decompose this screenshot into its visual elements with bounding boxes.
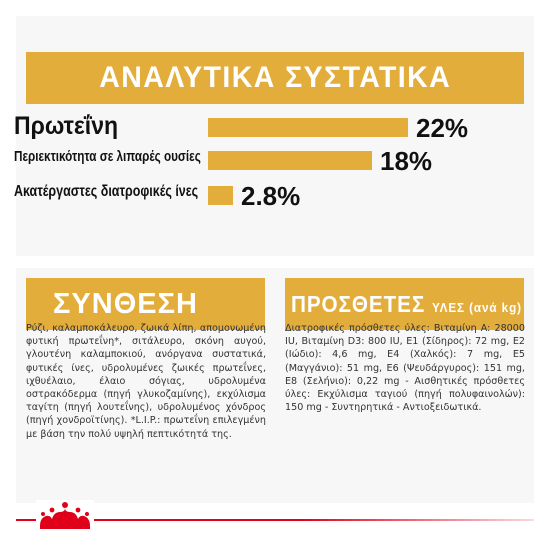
composition-title-bar: ΣΥΝΘΕΣΗ [26, 278, 265, 330]
fat-label: Περιεκτικότητα σε λιπαρές ουσίες [14, 148, 201, 165]
brand-line [16, 519, 534, 521]
fiber-bar [208, 186, 233, 205]
composition-text: Ρύζι, καλαμποκάλευρο, ζωικά λίπη, απομον… [26, 323, 266, 440]
additives-title-bar: ΠΡΟΣΘΕΤΕΣ ΥΛΕΣ (ανά kg) [285, 278, 524, 330]
protein-bar [208, 118, 408, 137]
protein-value: 22% [416, 113, 469, 143]
analytical-title: ΑΝΑΛΥΤΙΚΑ ΣΥΣΤΑΤΙΚΑ [99, 61, 451, 94]
fiber-label: Ακατέργαστες διατροφικές ίνες [14, 183, 199, 200]
crown-icon [40, 502, 90, 529]
composition-card: ΣΥΝΘΕΣΗ Ρύζι, καλαμποκάλευρο, ζωικά λίπη… [16, 268, 275, 503]
additives-card: ΠΡΟΣΘΕΤΕΣ ΥΛΕΣ (ανά kg) Διατροφικές πρόσ… [275, 268, 534, 503]
protein-label: Πρωτεΐνη [14, 112, 119, 140]
additives-text: Διατροφικές πρόσθετες ύλες: Βιταμίνη A: … [285, 323, 525, 414]
additives-title-suffix: ΥΛΕΣ (ανά kg) [432, 299, 522, 315]
fat-bar [208, 151, 372, 170]
additives-title: ΠΡΟΣΘΕΤΕΣ [291, 290, 426, 317]
brand-logo [36, 500, 94, 530]
fiber-value: 2.8% [241, 181, 301, 211]
composition-title: ΣΥΝΘΕΣΗ [53, 287, 198, 320]
fat-value: 18% [380, 146, 433, 176]
analytical-title-bar: ΑΝΑΛΥΤΙΚΑ ΣΥΣΤΑΤΙΚΑ [26, 52, 524, 104]
